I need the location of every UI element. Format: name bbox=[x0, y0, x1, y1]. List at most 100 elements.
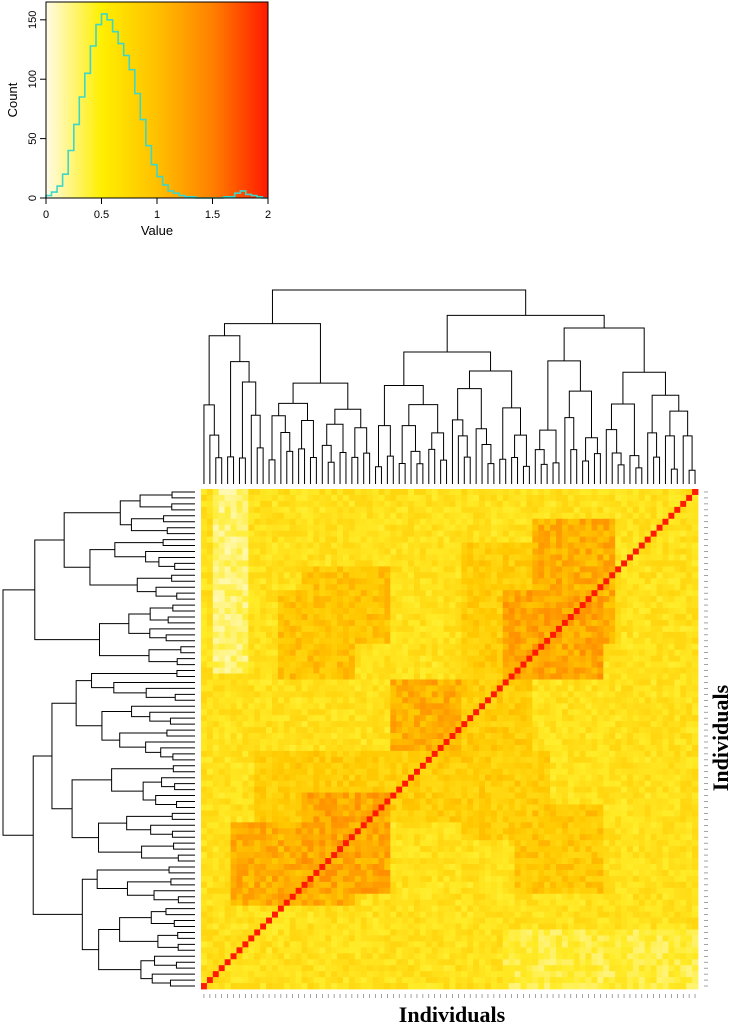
heatmap-cell bbox=[544, 542, 551, 549]
heatmap-cell bbox=[692, 614, 699, 621]
heatmap-cell bbox=[307, 518, 314, 526]
heatmap-cell bbox=[538, 733, 545, 740]
heatmap-cell bbox=[467, 780, 474, 788]
heatmap-cell bbox=[627, 536, 634, 543]
heatmap-cell bbox=[638, 542, 646, 549]
heatmap-cell bbox=[236, 673, 243, 680]
heatmap-cell bbox=[212, 608, 220, 615]
heatmap-cell bbox=[680, 727, 687, 734]
heatmap-cell bbox=[248, 602, 255, 609]
heatmap-cell bbox=[591, 739, 598, 746]
heatmap-cell bbox=[490, 578, 498, 585]
heatmap-cell bbox=[603, 608, 610, 615]
heatmap-cell bbox=[490, 637, 498, 645]
heatmap-cell bbox=[532, 697, 539, 704]
heatmap-cell bbox=[461, 721, 468, 728]
heatmap-cell bbox=[390, 637, 397, 645]
heatmap-cell bbox=[230, 804, 237, 811]
heatmap-cell bbox=[348, 572, 356, 579]
heatmap-cell bbox=[473, 494, 480, 502]
heatmap-cell bbox=[627, 572, 634, 579]
heatmap-cell bbox=[348, 506, 356, 514]
heatmap-cell bbox=[248, 756, 255, 764]
heatmap-cell bbox=[283, 602, 291, 609]
heatmap-cell bbox=[384, 619, 391, 627]
heatmap-cell bbox=[289, 500, 297, 508]
heatmap-cell bbox=[567, 625, 575, 633]
heatmap-cell bbox=[567, 500, 575, 508]
heatmap-cell bbox=[644, 637, 652, 645]
heatmap-cell bbox=[437, 679, 444, 686]
heatmap-cell bbox=[514, 691, 521, 698]
heatmap-cell bbox=[597, 661, 604, 668]
heatmap-cell bbox=[337, 560, 344, 567]
heatmap-cell bbox=[449, 631, 456, 639]
heatmap-cell bbox=[621, 667, 628, 674]
heatmap-cell bbox=[638, 715, 646, 722]
heatmap-cell bbox=[674, 762, 681, 770]
heatmap-cell bbox=[254, 691, 261, 698]
heatmap-cell bbox=[502, 810, 510, 817]
heatmap-cell bbox=[597, 614, 604, 621]
heatmap-cell bbox=[668, 554, 675, 561]
heatmap-cell bbox=[579, 530, 586, 538]
heatmap-cell bbox=[301, 679, 308, 686]
heatmap-cell bbox=[437, 768, 444, 776]
heatmap-cell bbox=[354, 566, 362, 573]
heatmap-cell bbox=[236, 524, 243, 532]
heatmap-cell bbox=[396, 697, 403, 704]
heatmap-cell bbox=[384, 554, 391, 561]
dendrogram-branch bbox=[268, 459, 276, 482]
heatmap-cell bbox=[254, 739, 261, 746]
heatmap-cell bbox=[212, 780, 220, 788]
heatmap-cell bbox=[455, 709, 462, 716]
heatmap-cell bbox=[437, 661, 444, 668]
heatmap-cell bbox=[325, 792, 332, 799]
heatmap-cell bbox=[325, 649, 332, 657]
heatmap-cell bbox=[295, 744, 302, 752]
heatmap-cell bbox=[201, 661, 208, 668]
heatmap-cell bbox=[644, 673, 652, 680]
heatmap-cell bbox=[337, 643, 344, 651]
heatmap-cell bbox=[479, 536, 486, 543]
heatmap-cell bbox=[579, 489, 586, 496]
heatmap-cell bbox=[650, 661, 657, 668]
heatmap-cell bbox=[260, 715, 267, 722]
heatmap-cell bbox=[490, 512, 498, 520]
heatmap-cell bbox=[668, 655, 675, 663]
heatmap-cell bbox=[224, 602, 231, 609]
heatmap-cell bbox=[414, 810, 421, 817]
heatmap-cell bbox=[206, 643, 214, 651]
heatmap-cell bbox=[609, 608, 616, 615]
heatmap-cell bbox=[490, 780, 498, 788]
heatmap-cell bbox=[242, 685, 249, 692]
heatmap-cell bbox=[337, 494, 344, 502]
heatmap-cell bbox=[390, 703, 397, 710]
heatmap-cell bbox=[520, 489, 527, 496]
heatmap-cell bbox=[609, 780, 616, 788]
heatmap-cell bbox=[301, 554, 308, 561]
heatmap-cell bbox=[467, 500, 474, 508]
heatmap-cell bbox=[343, 536, 350, 543]
heatmap-cell bbox=[372, 602, 379, 609]
heatmap-cell bbox=[556, 602, 563, 609]
heatmap-cell bbox=[526, 744, 533, 752]
heatmap-cell bbox=[402, 566, 409, 573]
heatmap-cell bbox=[242, 566, 249, 573]
heatmap-cell bbox=[615, 602, 622, 609]
heatmap-cell bbox=[579, 572, 586, 579]
heatmap-cell bbox=[585, 572, 592, 579]
heatmap-cell bbox=[656, 661, 663, 668]
heatmap-cell bbox=[644, 619, 652, 627]
heatmap-cell bbox=[638, 500, 646, 508]
heatmap-cell bbox=[343, 649, 350, 657]
heatmap-cell bbox=[431, 602, 439, 609]
heatmap-cell bbox=[319, 709, 326, 716]
heatmap-cell bbox=[224, 631, 231, 639]
heatmap-cell bbox=[656, 709, 663, 716]
heatmap-cell bbox=[230, 608, 237, 615]
heatmap-cell bbox=[224, 762, 231, 770]
heatmap-cell bbox=[289, 494, 297, 502]
heatmap-cell bbox=[579, 584, 586, 591]
heatmap-cell bbox=[218, 649, 226, 657]
